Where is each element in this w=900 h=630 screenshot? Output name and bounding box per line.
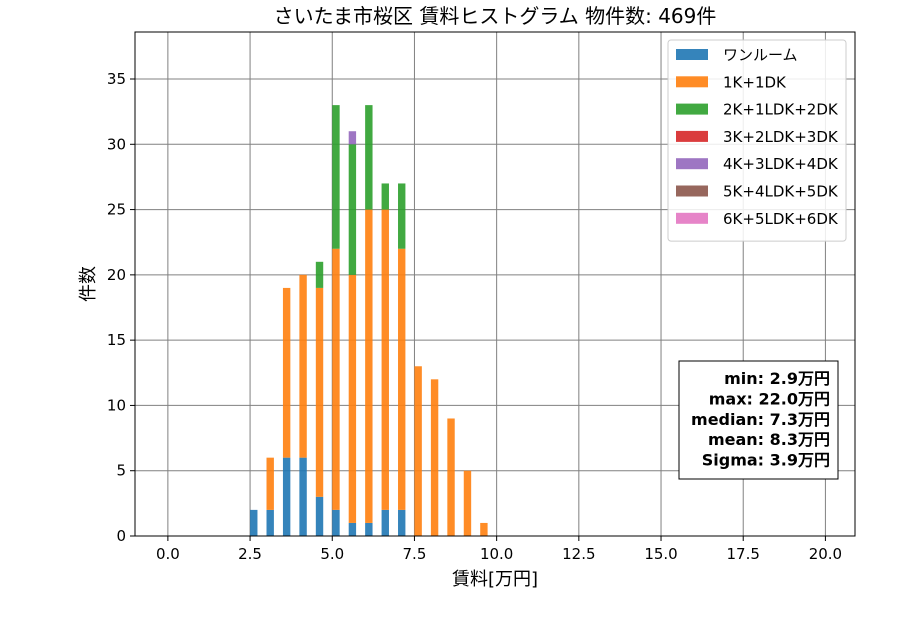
bar-segment <box>365 209 373 523</box>
legend-swatch <box>676 185 708 197</box>
legend-swatch <box>676 158 708 170</box>
plot-frame <box>134 31 856 537</box>
y-tick-label: 20 <box>107 266 126 284</box>
bar-segment <box>299 457 307 536</box>
legend: ワンルーム 1K+1DK 2K+1LDK+2DK 3K+2LDK+3DK 4K+3LDK… <box>667 39 847 242</box>
bar-segment <box>332 509 340 536</box>
legend-swatch <box>676 130 708 142</box>
y-tick-label: 0 <box>116 527 126 545</box>
legend-swatch <box>676 212 708 224</box>
legend-swatch <box>676 49 708 60</box>
bar-segment <box>480 522 488 536</box>
bar-segment <box>332 105 340 249</box>
bar-segment <box>348 522 357 536</box>
bar-segment <box>348 274 357 523</box>
y-axis-ticks: 0 5 10 15 20 25 30 35 <box>107 70 135 545</box>
bar-segment <box>299 274 307 458</box>
bar-segment <box>463 470 472 536</box>
x-tick-label: 12.5 <box>562 545 595 563</box>
legend-label: 6K+5LDK+6DK <box>723 210 839 228</box>
x-tick-label: 5.0 <box>320 545 344 563</box>
x-axis-ticks: 0.0 2.5 5.0 7.5 10.0 12.5 15.0 17.5 20.0 <box>156 536 842 563</box>
legend-label: 1K+1DK <box>723 73 787 91</box>
legend-swatch <box>676 103 708 115</box>
bar-segment <box>381 209 389 510</box>
legend-label: 3K+2LDK+3DK <box>723 128 839 146</box>
y-tick-label: 35 <box>107 70 126 88</box>
legend-label: 4K+3LDK+4DK <box>723 155 839 173</box>
y-tick-label: 10 <box>107 396 126 414</box>
bar-segment <box>365 522 373 536</box>
bar-segment <box>315 496 324 536</box>
bar-segment <box>398 509 406 536</box>
bar-segment <box>348 131 357 145</box>
bars <box>250 105 488 536</box>
legend-label: 5K+4LDK+5DK <box>723 183 839 201</box>
x-tick-label: 17.5 <box>727 545 760 563</box>
grid <box>135 32 855 537</box>
bar-segment <box>447 418 455 536</box>
bar-segment <box>348 144 357 275</box>
legend-label: 2K+1LDK+2DK <box>723 101 839 119</box>
legend-label: ワンルーム <box>723 46 798 64</box>
chart-title: さいたま市桜区 賃料ヒストグラム 物件数: 469件 <box>274 4 717 28</box>
bar-segment <box>282 457 291 536</box>
legend-swatch <box>676 76 708 88</box>
bar-segment <box>332 248 340 510</box>
bar-segment <box>266 457 274 510</box>
bar-segment <box>315 261 324 288</box>
x-tick-label: 0.0 <box>156 545 180 563</box>
stats-frame <box>678 360 839 480</box>
x-tick-label: 7.5 <box>403 545 427 563</box>
stats-line: median: 7.3万円 <box>691 410 830 429</box>
bar-segment <box>365 105 373 210</box>
bar-segment <box>266 509 274 536</box>
bar-segment <box>250 509 258 536</box>
bar-segment <box>381 509 389 536</box>
bar-segment <box>398 248 406 510</box>
y-tick-label: 5 <box>116 462 126 480</box>
y-axis-label: 件数 <box>78 266 99 302</box>
x-tick-label: 2.5 <box>238 545 262 563</box>
y-tick-label: 15 <box>107 331 126 349</box>
stats-line: Sigma: 3.9万円 <box>702 451 830 470</box>
x-tick-label: 10.0 <box>480 545 513 563</box>
bar-segment <box>430 379 439 536</box>
x-tick-label: 15.0 <box>644 545 677 563</box>
bar-segment <box>315 287 324 497</box>
y-tick-label: 25 <box>107 201 126 219</box>
bar-segment <box>282 287 291 458</box>
stats-line: max: 22.0万円 <box>709 389 830 408</box>
stats-line: mean: 8.3万円 <box>708 430 830 449</box>
bar-segment <box>381 183 389 210</box>
x-tick-label: 20.0 <box>809 545 842 563</box>
y-tick-label: 30 <box>107 135 126 153</box>
stats-line: min: 2.9万円 <box>724 369 830 388</box>
legend-frame <box>667 39 847 242</box>
bar-segment <box>398 183 406 249</box>
x-axis-label: 賃料[万円] <box>452 569 538 590</box>
bar-segment <box>414 366 422 536</box>
